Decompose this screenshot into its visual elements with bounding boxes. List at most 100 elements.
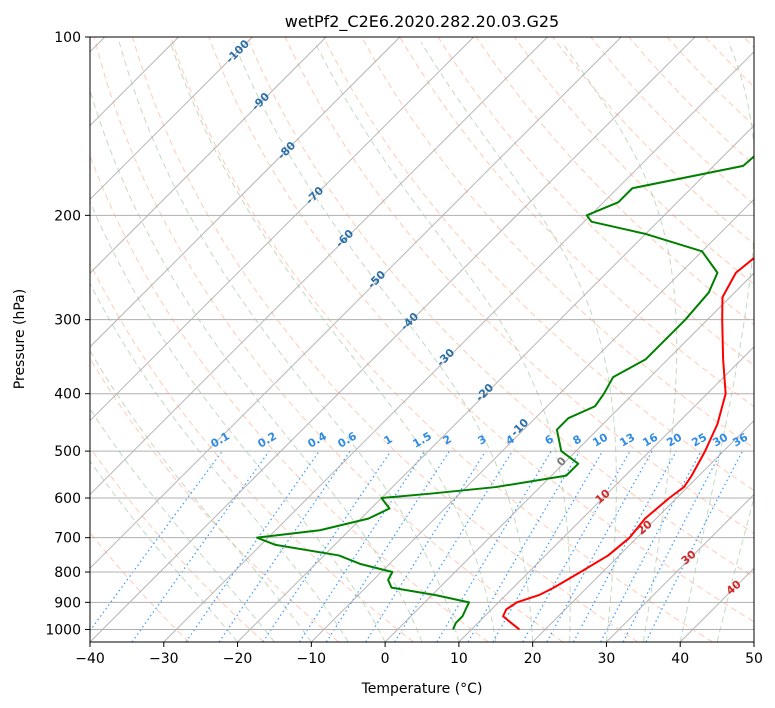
y-tick-label: 900: [54, 595, 81, 611]
dry-adiabat: [437, 37, 754, 366]
moist-adiabat: [420, 41, 617, 642]
mixing-ratio-label: 0.4: [306, 429, 330, 450]
mixing-ratio-line: [262, 450, 392, 642]
line-annotations: 0.1 0.2 0.4 0.6 1 1.5 2 3 4 6 8 10 13 16 20 25 30 36-100-…: [209, 37, 751, 597]
y-axis: 100 200 300 400 500 600 700 800 900 1000: [45, 30, 90, 638]
background-reference-lines: [90, 37, 754, 642]
isotherm: [384, 272, 754, 642]
moist-adiabat: [169, 41, 497, 642]
dry-adiabat: [475, 37, 754, 326]
moist-adiabat: [90, 88, 423, 642]
dry-adiabat: [208, 37, 754, 623]
plot-frame: [89, 36, 755, 643]
mixing-ratio-line: [185, 450, 320, 642]
moist-adiabat-label: -90: [249, 90, 272, 113]
mixing-ratio-label: 0.2: [256, 430, 279, 451]
dry-adiabat: [666, 37, 754, 127]
mixing-ratio-line: [299, 450, 426, 642]
isotherm: [679, 567, 754, 642]
mixing-ratio-line: [467, 450, 581, 642]
x-tick-label: −10: [297, 651, 327, 667]
x-tick-label: 50: [745, 651, 763, 667]
x-tick-label: −40: [75, 651, 105, 667]
y-tick-label: 500: [54, 444, 81, 460]
isotherm: [90, 37, 696, 642]
mixing-ratio-label: 1: [382, 433, 395, 448]
mixing-ratio-line: [573, 450, 677, 642]
dry-adiabat: [628, 37, 754, 166]
temperature-line: [502, 256, 754, 631]
moist-adiabat-label: -30: [434, 346, 457, 369]
mixing-ratio-label: 0.1: [209, 430, 232, 451]
x-tick-label: 40: [671, 651, 689, 667]
y-tick-label: 400: [54, 387, 81, 403]
moist-adiabat: [90, 460, 238, 642]
mixing-ratio-line: [131, 450, 270, 642]
x-tick-label: −20: [223, 651, 253, 667]
y-tick-label: 1000: [45, 622, 81, 638]
y-tick-label: 100: [54, 30, 81, 46]
mixing-ratio-label: 16: [640, 430, 660, 449]
mixing-ratio-label: 6: [543, 432, 556, 447]
pressure-grid: [90, 37, 754, 630]
moist-adiabat: [314, 41, 571, 642]
isotherm: [310, 198, 754, 642]
y-tick-label: 300: [54, 313, 81, 329]
moist-adiabat: [716, 496, 754, 642]
isotherm: [606, 493, 754, 642]
isotherm: [753, 641, 754, 642]
dry-adiabat: [90, 262, 414, 642]
dry-adiabat-label: 10: [593, 486, 613, 506]
dry-adiabat: [90, 531, 190, 642]
x-tick-label: −30: [149, 651, 179, 667]
isotherm: [458, 346, 754, 642]
moist-adiabat: [233, 41, 534, 642]
moist-adiabat: [90, 349, 312, 642]
mixing-ratio-line: [394, 450, 513, 642]
moist-adiabat: [90, 200, 386, 642]
mixing-ratio-line: [436, 450, 552, 642]
isotherm: [90, 37, 475, 422]
mixing-ratio-line: [546, 450, 653, 642]
dry-adiabat-label: 20: [635, 517, 655, 537]
isotherm: [90, 37, 327, 274]
dry-adiabat: [90, 154, 489, 642]
y-tick-label: 700: [54, 531, 81, 547]
dry-adiabat: [170, 37, 713, 642]
mixing-ratio-label: 2: [441, 433, 454, 448]
dry-adiabat-label: 30: [679, 547, 699, 567]
moist-adiabat: [90, 407, 275, 642]
dewpoint-line: [256, 155, 754, 630]
mixing-ratio-line: [218, 450, 351, 642]
y-tick-label: 800: [54, 565, 81, 581]
isotherm: [237, 124, 754, 642]
dry-adiabat-label: 40: [724, 577, 744, 597]
moist-adiabat: [679, 41, 754, 642]
moist-adiabat: [118, 41, 460, 642]
mixing-ratio-line: [600, 450, 702, 642]
y-axis-label: Pressure (hPa): [12, 289, 28, 389]
mixing-ratio-label: 13: [617, 431, 637, 450]
dry-adiabat: [90, 446, 265, 642]
x-tick-label: 0: [381, 651, 390, 667]
dry-adiabat: [93, 37, 564, 642]
dry-adiabat: [90, 357, 339, 642]
isotherm: [163, 51, 754, 642]
mixing-ratio-label: 1.5: [411, 430, 434, 451]
x-tick-label: 30: [598, 651, 616, 667]
isotherm: [532, 419, 754, 642]
dry-adiabat: [743, 37, 754, 49]
x-axis: −40 −30 −20 −10 0 10 20 30 40 50: [75, 642, 763, 667]
y-tick-label: 200: [54, 208, 81, 224]
y-tick-label: 600: [54, 491, 81, 507]
moist-adiabat-label: -60: [333, 227, 356, 250]
mixing-ratio-label: 3: [476, 433, 489, 448]
isotherm: [90, 37, 253, 201]
dry-adiabat: [552, 37, 754, 245]
dry-adiabat: [361, 37, 754, 449]
isotherm: [90, 37, 548, 496]
x-axis-label: Temperature (°C): [361, 681, 483, 697]
x-tick-label: 20: [524, 651, 542, 667]
mixing-ratio-line: [365, 450, 487, 642]
